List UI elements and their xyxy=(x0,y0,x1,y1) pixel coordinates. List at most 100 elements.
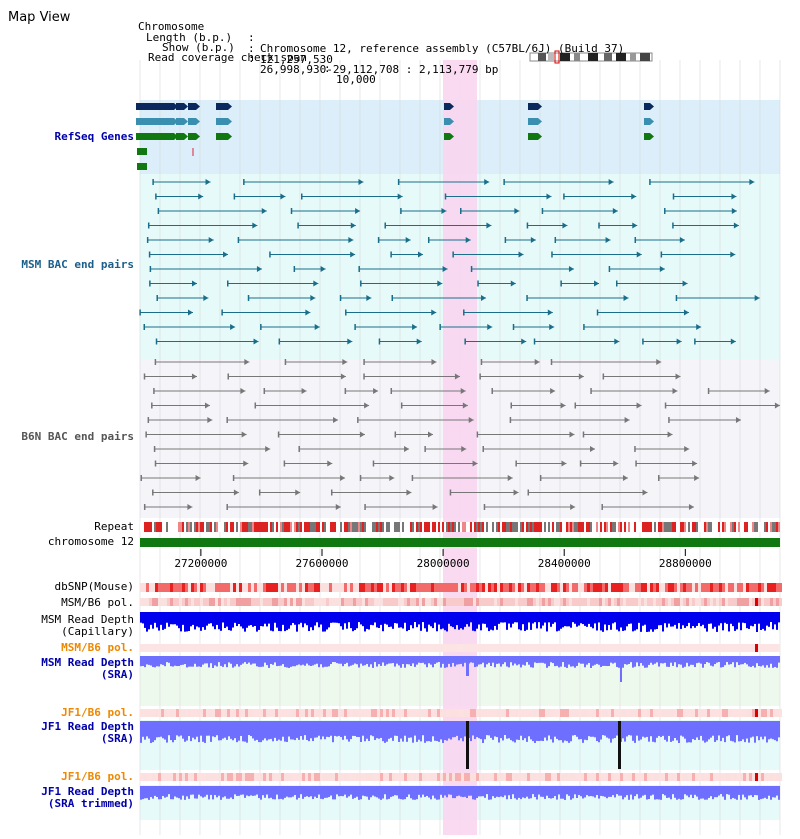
depth-bar xyxy=(366,786,368,797)
heat-cell xyxy=(428,598,431,606)
heat-cell xyxy=(641,583,644,592)
heat-cell xyxy=(176,773,179,781)
depth-bar xyxy=(384,721,386,743)
depth-bar xyxy=(444,612,446,631)
heat-cell xyxy=(491,598,494,606)
depth-bar xyxy=(644,721,646,738)
track-label-jf1-b6-pol-2[interactable]: JF1/B6 pol. xyxy=(61,770,134,783)
depth-bar xyxy=(712,656,714,667)
heat-cell xyxy=(323,773,326,781)
heat-cell xyxy=(605,709,608,717)
depth-bar xyxy=(218,786,220,796)
track-label-dbsnp[interactable]: dbSNP(Mouse) xyxy=(54,580,134,593)
heat-cell xyxy=(647,773,650,781)
depth-bar xyxy=(234,612,236,623)
depth-bar xyxy=(746,612,748,629)
track-label-msm-bac[interactable]: MSM BAC end pairs xyxy=(21,258,134,271)
track-label-msm-b6-pol[interactable]: MSM/B6 pol. xyxy=(61,596,134,609)
bac-end-arrow xyxy=(256,266,262,272)
heat-cell xyxy=(155,583,158,592)
depth-bar xyxy=(390,721,392,738)
depth-bar xyxy=(210,786,212,795)
heat-cell xyxy=(689,773,692,781)
heat-cell xyxy=(713,583,716,592)
repeat-block xyxy=(416,522,418,532)
track-label-jf1-depth-sra[interactable]: JF1 Read Depth xyxy=(41,720,134,733)
depth-bar xyxy=(450,612,452,627)
bac-end-arrow xyxy=(735,417,741,423)
depth-bar xyxy=(670,612,672,627)
depth-bar xyxy=(312,612,314,631)
depth-bar xyxy=(492,786,494,797)
heat-cell xyxy=(173,583,176,592)
bac-end-arrow xyxy=(253,338,259,345)
heat-cell xyxy=(479,773,482,781)
heat-cell xyxy=(284,598,287,606)
heat-cell xyxy=(491,773,494,781)
heat-cell xyxy=(416,773,419,781)
depth-bar xyxy=(198,612,200,628)
heat-cell xyxy=(365,583,368,592)
heat-cell xyxy=(767,583,770,592)
heat-cell xyxy=(533,773,536,781)
heat-cell xyxy=(248,709,251,717)
track-label-repeat[interactable]: Repeat xyxy=(94,520,134,533)
heat-cell xyxy=(149,583,152,592)
repeat-block xyxy=(724,522,726,532)
heat-cell xyxy=(251,709,254,717)
depth-bar xyxy=(766,721,768,743)
heat-cell xyxy=(161,598,164,606)
heat-cell xyxy=(476,583,479,592)
bac-end-arrow xyxy=(636,251,642,258)
info-row-coverage: Read coverage check span : 10,000 xyxy=(148,41,376,96)
heat-cell xyxy=(689,583,692,592)
repeat-block xyxy=(686,522,688,532)
depth-bar xyxy=(760,656,762,667)
heat-cell xyxy=(746,583,749,592)
depth-bar xyxy=(582,656,584,664)
repeat-block xyxy=(584,522,586,532)
heat-cell xyxy=(671,598,674,606)
gene-feature xyxy=(188,103,196,110)
heat-cell xyxy=(371,598,374,606)
track-label-chromosome[interactable]: chromosome 12 xyxy=(47,535,134,548)
heat-cell xyxy=(308,709,311,717)
heat-cell xyxy=(299,598,302,606)
heat-cell xyxy=(704,709,707,717)
heat-cell xyxy=(335,598,338,606)
depth-bar xyxy=(320,612,322,625)
depth-bar xyxy=(260,721,262,743)
track-label-refseq[interactable]: RefSeq Genes xyxy=(54,130,134,143)
repeat-block xyxy=(548,522,550,532)
depth-bar xyxy=(606,786,608,799)
heat-cell xyxy=(413,583,416,592)
repeat-block xyxy=(390,522,392,532)
heat-cell xyxy=(410,773,413,781)
track-label-msm-depth-sra[interactable]: MSM Read Depth xyxy=(41,656,134,669)
depth-bar xyxy=(400,656,402,668)
depth-bar xyxy=(230,721,232,739)
heat-cell xyxy=(446,709,449,717)
track-label-msm-depth-cap[interactable]: MSM Read Depth xyxy=(41,613,134,626)
depth-bar xyxy=(698,786,700,800)
bac-end-arrow xyxy=(431,359,437,365)
track-label-jf1-depth-trim[interactable]: JF1 Read Depth xyxy=(41,785,134,798)
heat-cell xyxy=(380,583,383,592)
depth-bar xyxy=(276,612,278,628)
depth-bar xyxy=(288,612,290,629)
track-label-jf1-b6-pol[interactable]: JF1/B6 pol. xyxy=(61,706,134,719)
depth-bar xyxy=(720,656,722,668)
track-label-msm-b6-pol-2[interactable]: MSM/B6 pol. xyxy=(61,641,134,654)
track-label-b6n-bac[interactable]: B6N BAC end pairs xyxy=(21,430,134,443)
repeat-block xyxy=(470,522,472,532)
repeat-block xyxy=(600,522,602,532)
heat-cell xyxy=(653,583,656,592)
heat-cell xyxy=(299,583,302,592)
repeat-block xyxy=(370,522,372,532)
depth-bar xyxy=(680,721,682,736)
depth-bar xyxy=(548,786,550,799)
depth-bar xyxy=(702,656,704,668)
repeat-block xyxy=(730,522,732,532)
